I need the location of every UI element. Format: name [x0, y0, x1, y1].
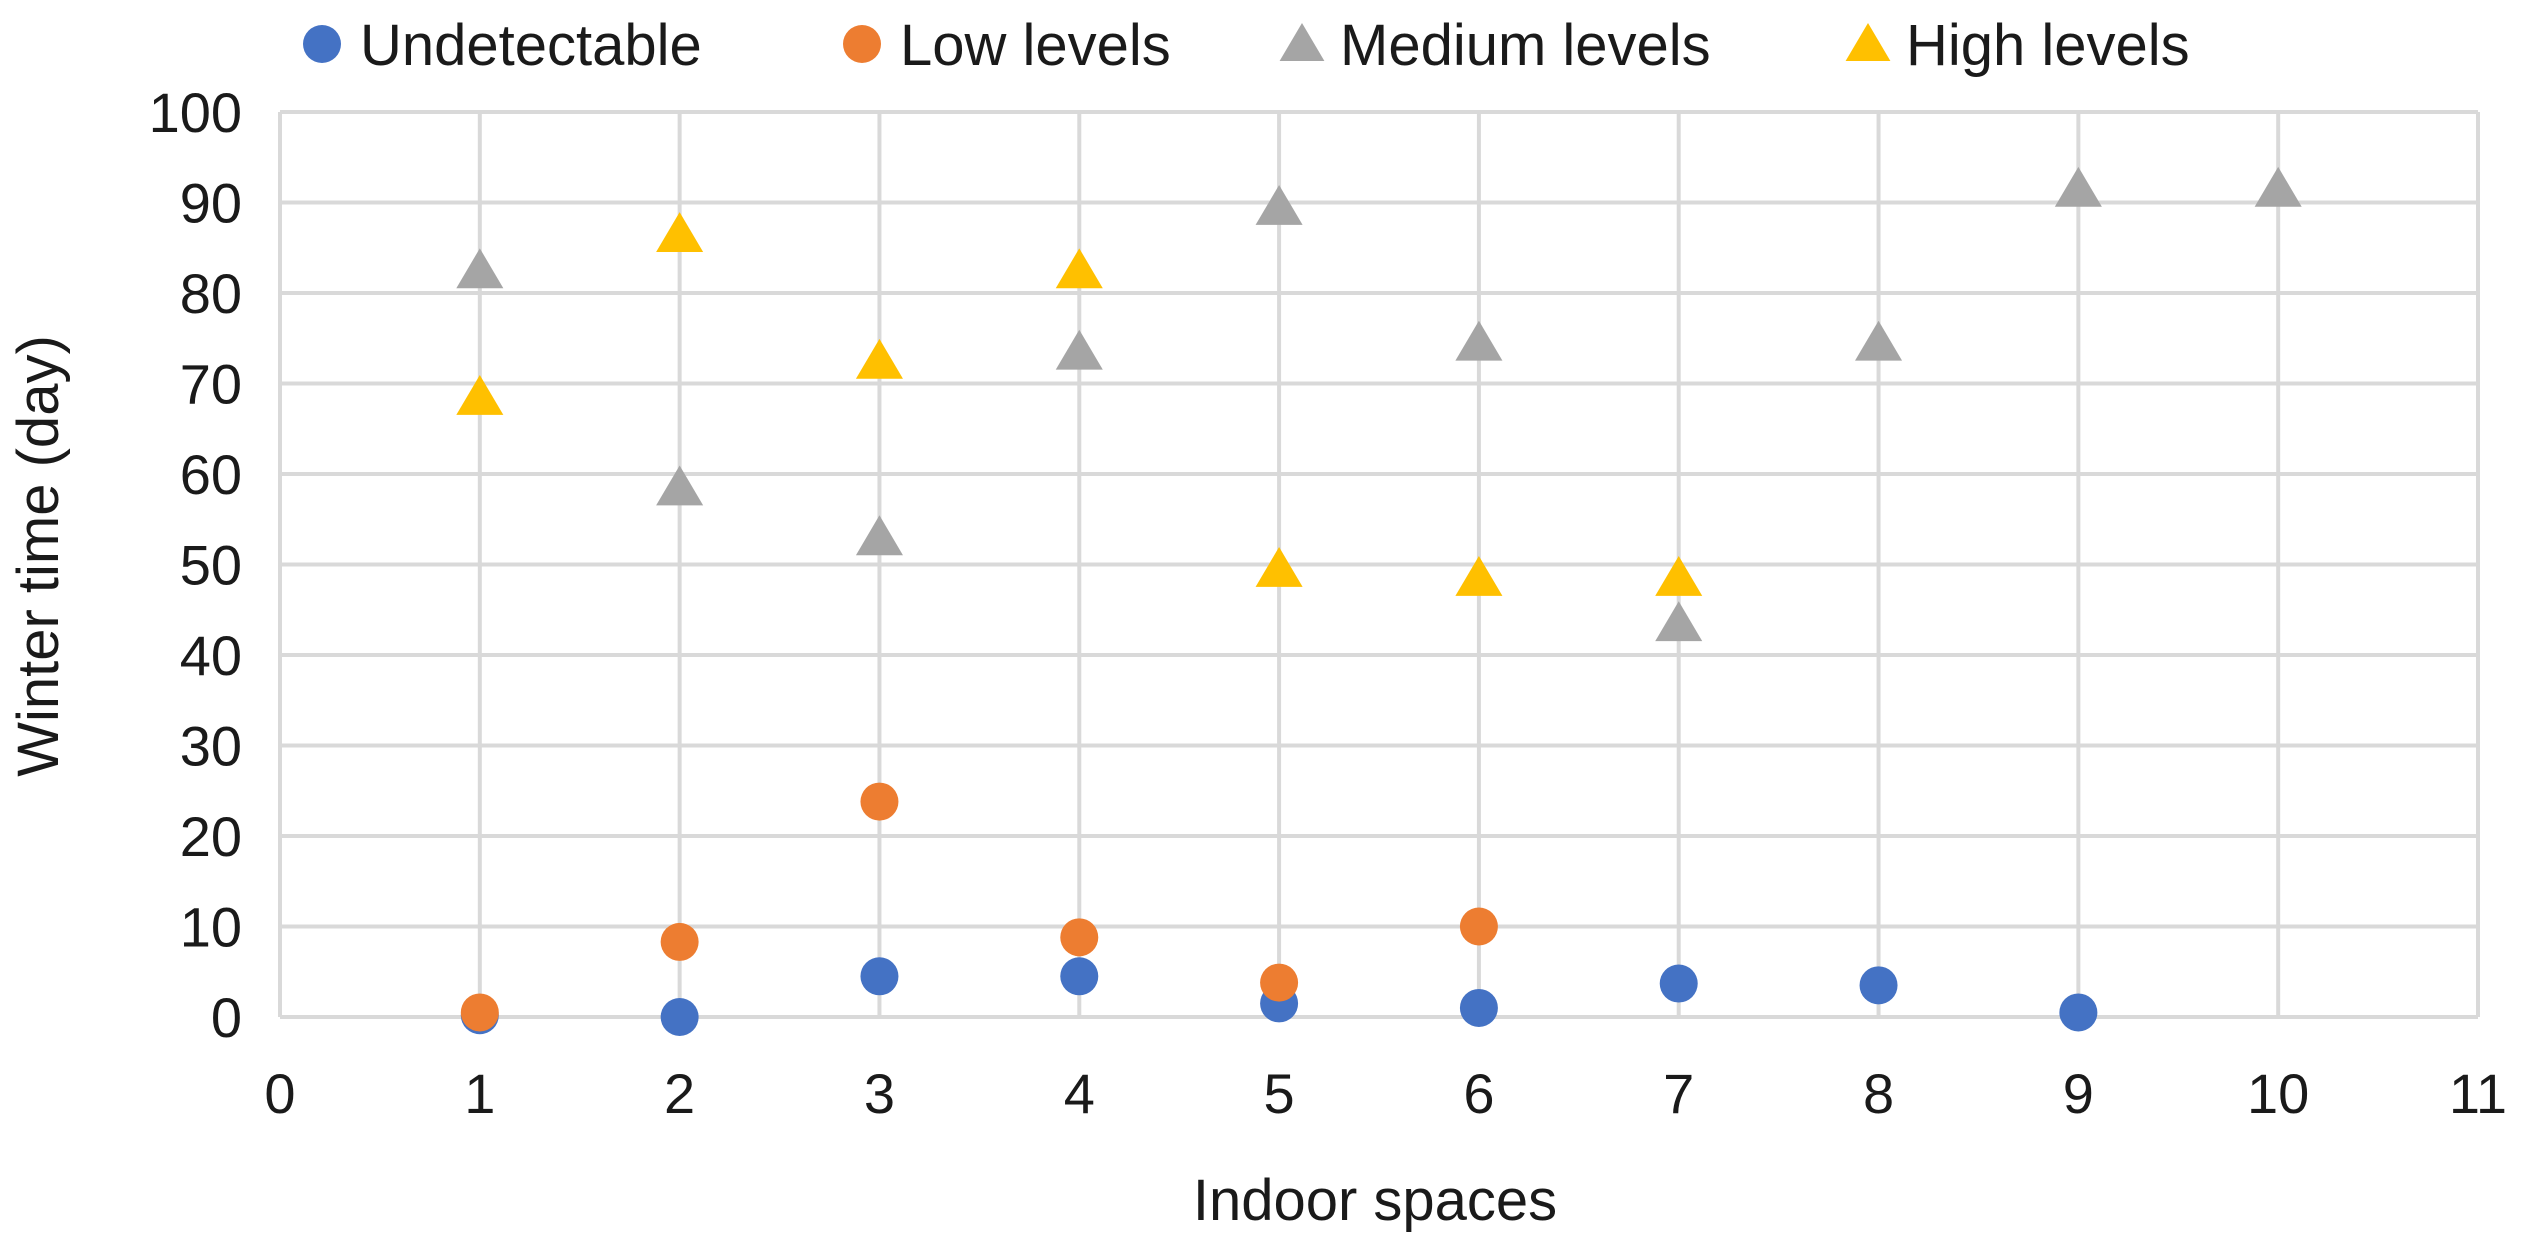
x-tick-label: 11 — [2449, 1062, 2507, 1125]
x-tick-label: 0 — [264, 1062, 295, 1125]
y-tick-label: 50 — [180, 534, 242, 597]
x-axis-title: Indoor spaces — [1193, 1168, 1557, 1233]
point-undetectable — [1859, 966, 1898, 1005]
point-low-levels — [660, 922, 699, 961]
point-low-levels — [1459, 907, 1498, 946]
y-tick-label: 20 — [180, 805, 242, 868]
legend-marker-low-levels — [843, 25, 881, 63]
legend-marker-medium-levels — [1279, 23, 1325, 61]
point-low-levels — [860, 782, 899, 821]
legend-marker-undetectable — [303, 25, 341, 63]
point-medium-levels — [2254, 166, 2302, 207]
point-medium-levels — [456, 248, 504, 289]
point-undetectable — [1659, 964, 1698, 1003]
point-high-levels — [1255, 546, 1303, 587]
x-tick-label: 9 — [2063, 1062, 2094, 1125]
point-high-levels — [656, 212, 704, 253]
y-tick-label: 10 — [180, 896, 242, 959]
y-tick-label: 100 — [149, 81, 242, 144]
legend-item-medium-levels: Medium levels — [1279, 13, 1711, 78]
y-tick-label: 40 — [180, 624, 242, 687]
legend-label-high-levels: High levels — [1906, 13, 2190, 78]
point-low-levels — [460, 993, 499, 1032]
legend-item-undetectable: Undetectable — [303, 13, 702, 78]
x-tick-label: 3 — [864, 1062, 895, 1125]
y-tick-label: 60 — [180, 443, 242, 506]
point-undetectable — [660, 998, 699, 1036]
x-tick-label: 10 — [2247, 1062, 2309, 1125]
point-medium-levels — [656, 465, 704, 506]
x-tick-label: 5 — [1264, 1062, 1295, 1125]
point-high-levels — [855, 338, 903, 379]
legend: Undetectable Low levels Medium levels High … — [303, 13, 2190, 78]
legend-item-high-levels: High levels — [1845, 13, 2190, 78]
legend-marker-high-levels — [1845, 23, 1891, 61]
point-medium-levels — [2054, 166, 2102, 207]
point-high-levels — [1655, 556, 1703, 596]
point-medium-levels — [1255, 184, 1303, 225]
legend-label-low-levels: Low levels — [900, 13, 1171, 78]
y-axis-title: Winter time (day) — [6, 335, 71, 777]
point-medium-levels — [1855, 320, 1903, 361]
y-tick-label: 90 — [180, 172, 242, 235]
x-tick-label: 2 — [664, 1062, 695, 1125]
point-medium-levels — [1655, 601, 1703, 642]
y-tick-label: 0 — [211, 986, 242, 1049]
point-undetectable — [1060, 957, 1099, 996]
point-high-levels — [1055, 248, 1103, 289]
point-undetectable — [1459, 988, 1498, 1027]
point-undetectable — [2059, 993, 2098, 1032]
point-medium-levels — [855, 515, 903, 556]
axis-tick-labels: 0 10 20 30 40 50 60 70 80 90 100 0 1 2 3 4 5 6 7 8 9 10 11 — [149, 81, 2508, 1125]
legend-item-low-levels: Low levels — [843, 13, 1171, 78]
y-tick-label: 30 — [180, 715, 242, 778]
legend-label-medium-levels: Medium levels — [1340, 13, 1711, 78]
point-high-levels — [1455, 556, 1503, 596]
x-tick-label: 6 — [1463, 1062, 1494, 1125]
point-medium-levels — [1455, 320, 1503, 361]
x-tick-label: 4 — [1064, 1062, 1095, 1125]
x-tick-label: 7 — [1663, 1062, 1694, 1125]
point-undetectable — [860, 957, 899, 996]
point-low-levels — [1060, 918, 1099, 957]
point-medium-levels — [1055, 329, 1103, 370]
x-tick-label: 1 — [464, 1062, 495, 1125]
x-tick-label: 8 — [1863, 1062, 1894, 1125]
legend-label-undetectable: Undetectable — [360, 13, 702, 78]
point-low-levels — [1260, 963, 1299, 1002]
y-tick-label: 80 — [180, 262, 242, 325]
y-tick-label: 70 — [180, 353, 242, 416]
point-high-levels — [456, 375, 504, 415]
data-points — [456, 166, 2302, 1036]
